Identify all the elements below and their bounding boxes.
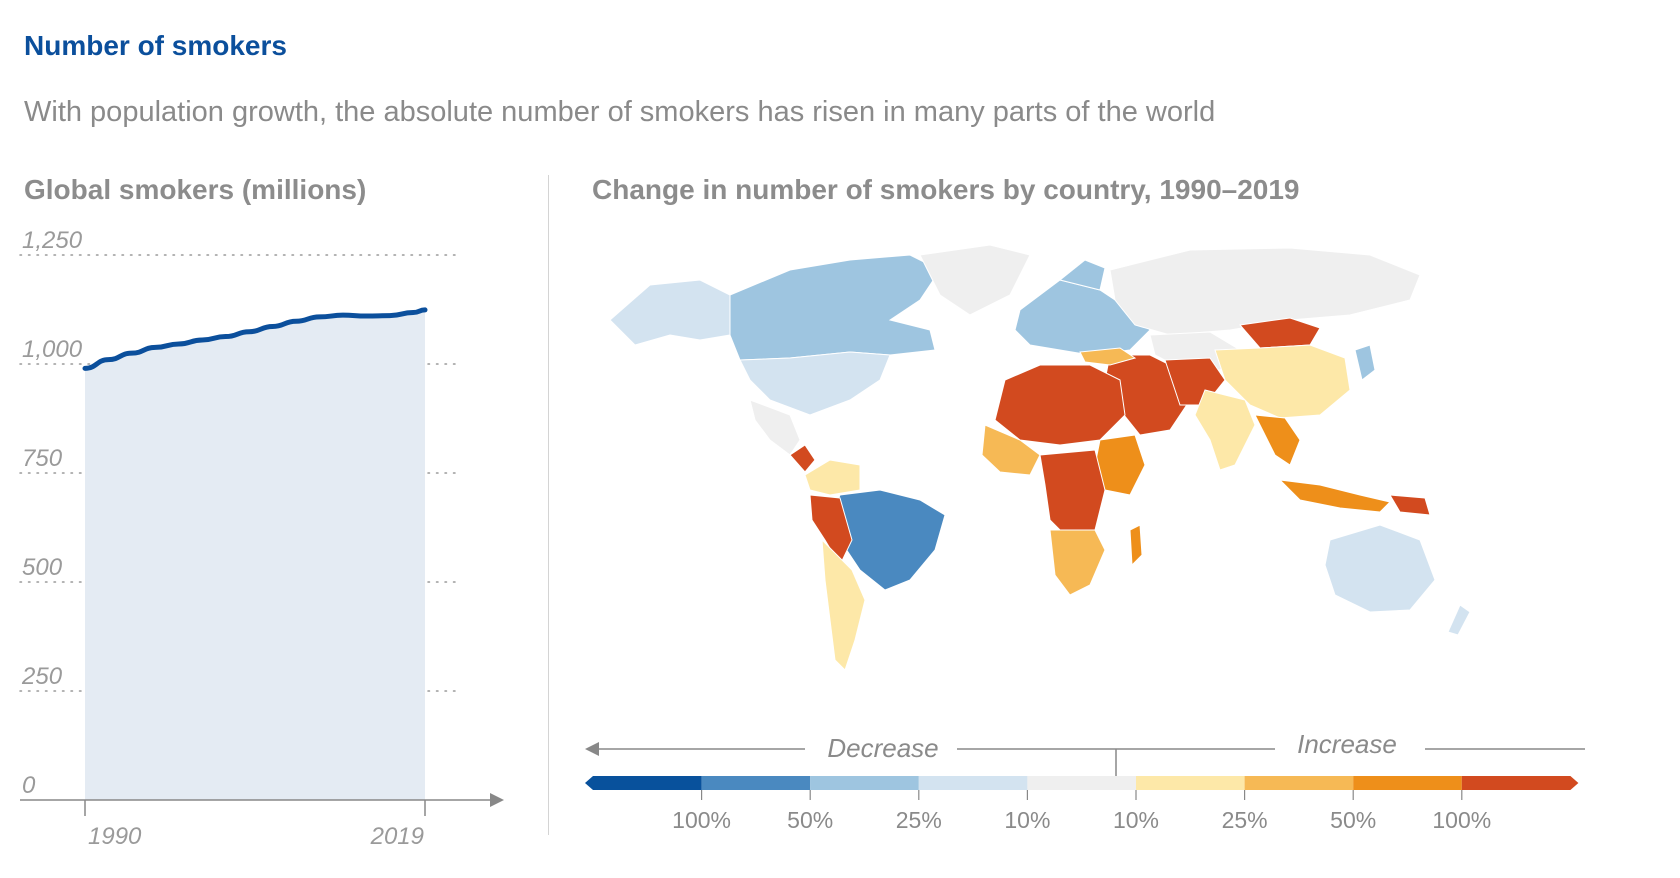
map-region-turkey-caucasus	[1079, 347, 1137, 366]
legend-color-bin	[1461, 776, 1579, 790]
legend-tick-labels: 100% 50% 25% 10% 10% 25% 50% 100%	[672, 790, 1491, 833]
map-region-central-america	[789, 444, 816, 473]
legend-color-bin	[1353, 776, 1462, 790]
legend-color-bin	[918, 776, 1028, 790]
map-region-mongolia	[1239, 317, 1321, 349]
legend-color-bin	[1027, 776, 1136, 790]
legend-color-bins	[585, 776, 1579, 790]
map-region-central-africa	[1039, 449, 1106, 541]
map-region-canada	[729, 254, 941, 361]
x-tick-label: 2019	[370, 823, 424, 850]
panel-divider	[548, 175, 549, 835]
y-tick-label: 500	[22, 554, 63, 581]
right-panel-title: Change in number of smokers by country, …	[592, 174, 1300, 205]
global-smokers-chart: 0 250 500 750 1,000 1,250 1990 2019	[19, 230, 504, 850]
map-region-united-states	[739, 351, 891, 416]
legend-color-bin	[1136, 776, 1245, 790]
decrease-label: Decrease	[827, 733, 938, 763]
map-region-southeast-asia	[1254, 414, 1301, 466]
smokers-area	[85, 309, 425, 800]
map-region-papua	[1389, 494, 1431, 516]
smokers-line	[82, 307, 428, 371]
map-region-southern-africa	[1049, 529, 1106, 596]
map-region-china	[1214, 344, 1351, 419]
y-tick-labels: 0 250 500 750 1,000 1,250	[21, 230, 83, 799]
y-tick-label: 0	[22, 772, 36, 799]
increase-label: Increase	[1297, 730, 1397, 759]
y-tick-label: 1,250	[22, 230, 83, 254]
world-choropleth-map	[609, 244, 1471, 671]
legend-tick-label: 10%	[1113, 807, 1159, 833]
decrease-arrowhead	[585, 742, 599, 756]
map-region-north-africa	[994, 364, 1126, 446]
page-title: Number of smokers	[24, 30, 287, 61]
y-tick-label: 1,000	[22, 336, 83, 363]
map-region-russia	[1109, 247, 1421, 336]
map-region-colombia-venezuela	[804, 459, 861, 496]
legend-tick-label: 10%	[1004, 807, 1050, 833]
map-region-india	[1194, 389, 1256, 471]
legend-color-bin	[585, 776, 702, 790]
x-axis-arrowhead	[490, 793, 504, 807]
legend-color-bin	[701, 776, 811, 790]
page-subtitle: With population growth, the absolute num…	[24, 96, 1216, 128]
color-legend: Decrease Increase 100% 50% 25% 10% 10% 25% 50%…	[585, 730, 1585, 833]
map-region-west-africa	[981, 424, 1041, 476]
map-region-australia	[1324, 524, 1436, 613]
legend-color-bin	[810, 776, 919, 790]
y-tick-label: 250	[21, 663, 63, 690]
legend-tick-label: 100%	[1432, 807, 1491, 833]
legend-tick-label: 50%	[787, 807, 833, 833]
map-region-japan-korea	[1354, 344, 1376, 381]
map-region-iceland-scandinavia	[1058, 259, 1106, 291]
y-tick-label: 750	[22, 445, 63, 472]
map-region-argentina-chile	[821, 538, 866, 671]
left-panel-title: Global smokers (millions)	[24, 174, 367, 205]
legend-tick-label: 25%	[1222, 807, 1268, 833]
legend-tick-label: 50%	[1330, 807, 1376, 833]
map-region-alaska	[609, 279, 731, 346]
map-region-indonesia	[1278, 479, 1391, 513]
legend-color-bin	[1244, 776, 1354, 790]
legend-tick-label: 100%	[672, 807, 731, 833]
x-tick-labels: 1990 2019	[84, 800, 426, 850]
map-region-madagascar	[1129, 524, 1143, 567]
legend-tick-label: 25%	[896, 807, 942, 833]
map-region-new-zealand	[1447, 604, 1471, 636]
x-tick-label: 1990	[88, 823, 142, 850]
map-region-greenland	[919, 244, 1031, 316]
